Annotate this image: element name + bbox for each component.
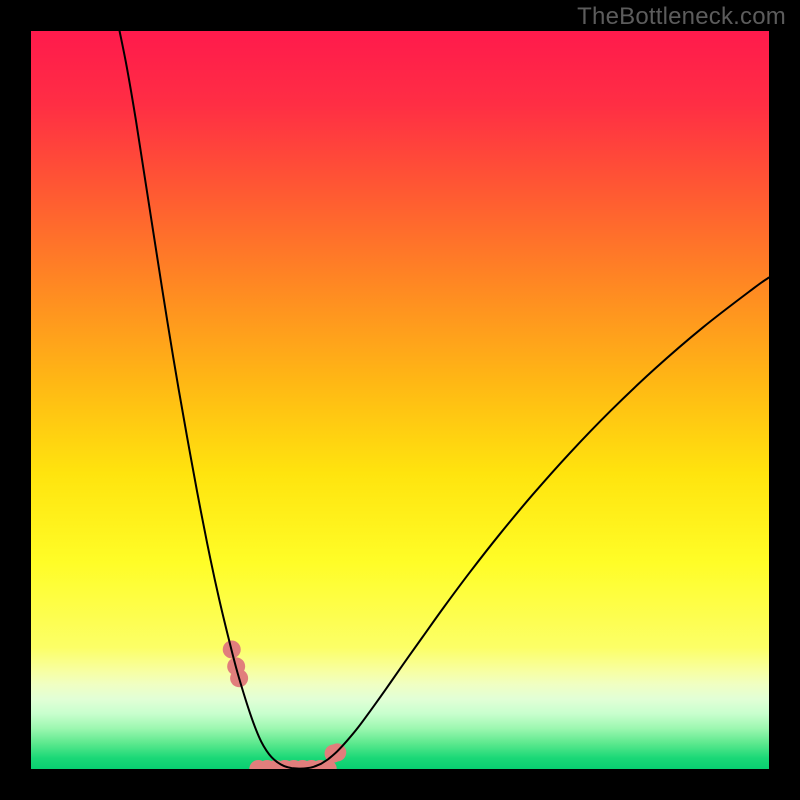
chart-svg <box>31 31 769 769</box>
plot-area <box>31 31 769 769</box>
watermark-text: TheBottleneck.com <box>577 3 786 31</box>
gradient-background <box>31 31 769 769</box>
